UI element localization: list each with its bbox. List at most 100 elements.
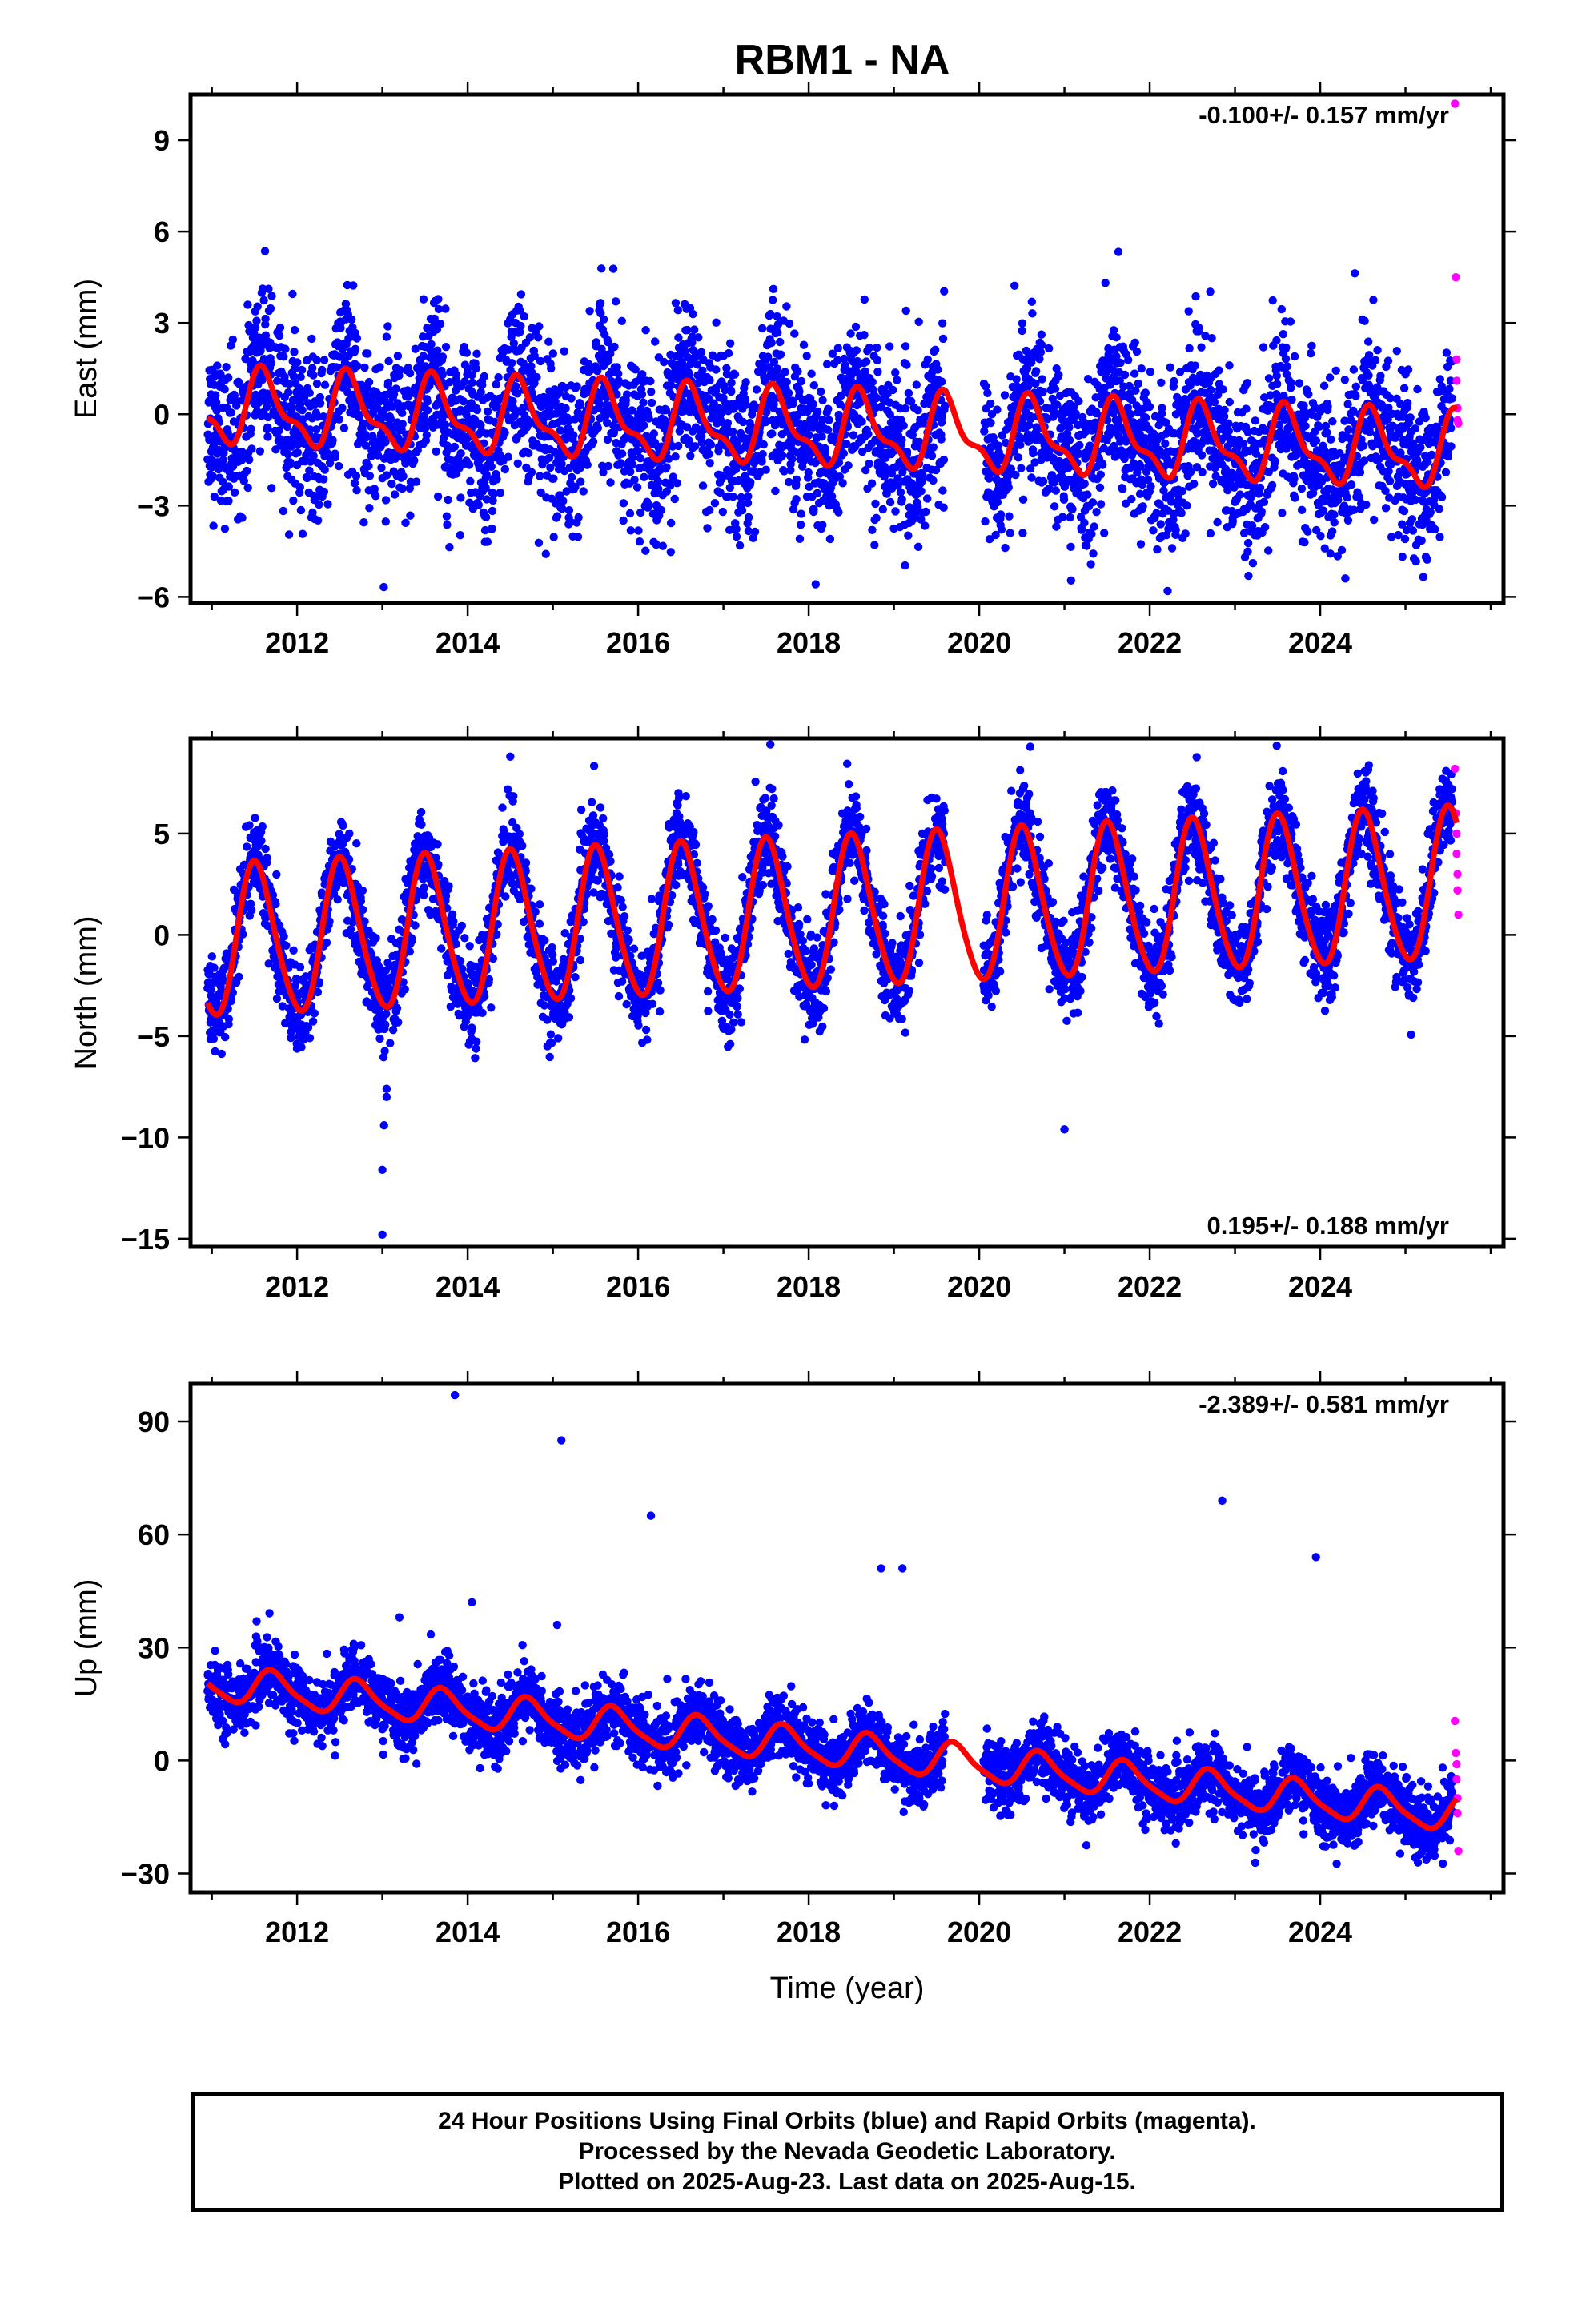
data-point: [673, 479, 681, 488]
data-point: [1295, 379, 1304, 388]
data-point: [561, 404, 570, 413]
data-point: [653, 477, 663, 486]
data-point: [698, 481, 708, 490]
data-point: [1028, 309, 1037, 318]
data-point: [1110, 441, 1118, 451]
data-point: [1441, 468, 1451, 476]
data-point: [710, 499, 720, 508]
data-point: [567, 394, 576, 403]
data-point: [492, 475, 501, 484]
data-point: [1259, 497, 1269, 506]
data-point: [797, 509, 805, 518]
data-point: [535, 322, 544, 331]
data-point: [456, 449, 465, 458]
data-point: [1442, 348, 1452, 357]
data-point: [762, 408, 771, 416]
data-point: [1360, 316, 1369, 325]
data-point: [1038, 340, 1046, 350]
data-point: [1086, 560, 1095, 569]
data-point: [818, 396, 827, 404]
data-point: [351, 344, 360, 353]
data-point: [209, 521, 218, 530]
data-point: [690, 325, 699, 334]
data-point: [1181, 529, 1190, 538]
data-point: [1166, 363, 1174, 372]
data-point: [1282, 343, 1291, 352]
data-point: [741, 378, 750, 387]
data-point: [1349, 365, 1359, 374]
data-point: [913, 502, 922, 511]
data-point: [1195, 323, 1203, 332]
data-point: [1351, 382, 1361, 391]
data-point: [1087, 529, 1096, 538]
data-point: [320, 380, 330, 389]
data-point: [1126, 410, 1135, 419]
data-point: [730, 370, 740, 379]
data-point: [425, 381, 434, 390]
data-point: [1426, 508, 1435, 517]
data-point: [1364, 371, 1373, 380]
data-point: [604, 356, 613, 364]
data-point: [211, 398, 221, 407]
data-point: [1359, 376, 1368, 385]
data-point: [1054, 370, 1063, 380]
data-point: [386, 415, 396, 424]
data-point: [725, 483, 734, 493]
data-point: [651, 337, 660, 346]
data-point: [986, 418, 995, 428]
data-point: [1407, 515, 1417, 524]
data-point: [276, 435, 285, 444]
data-point: [1437, 493, 1447, 501]
data-point: [573, 533, 583, 541]
data-point: [682, 423, 692, 432]
data-point: [1447, 442, 1456, 451]
data-point: [769, 296, 777, 304]
data-point: [556, 426, 565, 435]
data-point: [617, 449, 627, 458]
data-point: [549, 474, 558, 483]
data-point: [483, 537, 492, 546]
data-point: [1271, 456, 1279, 465]
data-point: [267, 359, 276, 368]
data-point: [339, 424, 349, 432]
data-point: [468, 371, 476, 380]
data-point: [717, 474, 726, 484]
data-point: [534, 538, 544, 547]
data-point: [1143, 475, 1153, 485]
data-point: [259, 296, 268, 305]
data-point: [401, 518, 410, 527]
data-point: [423, 397, 432, 406]
data-point: [1244, 571, 1253, 581]
data-point: [1281, 354, 1291, 364]
data-point: [1122, 499, 1130, 508]
data-point: [727, 378, 736, 388]
data-point: [305, 388, 314, 397]
data-point: [799, 340, 809, 349]
data-point: [1090, 522, 1098, 531]
final-orbit-points: [203, 247, 1457, 596]
data-point: [1373, 346, 1382, 355]
plot-area: [203, 99, 1463, 596]
data-point: [1080, 479, 1089, 489]
data-point: [260, 247, 270, 255]
data-point: [610, 342, 619, 352]
data-point: [985, 474, 994, 483]
data-point: [588, 437, 598, 446]
data-point: [646, 376, 655, 386]
data-point: [1159, 486, 1168, 495]
data-point: [1279, 330, 1288, 339]
data-point: [1257, 507, 1266, 516]
data-point: [599, 468, 608, 476]
data-point: [1406, 413, 1415, 422]
data-point: [1136, 540, 1146, 549]
data-point: [488, 506, 497, 516]
data-point: [889, 385, 897, 395]
data-point: [1138, 480, 1147, 489]
data-point: [1192, 463, 1202, 472]
data-point: [773, 364, 782, 373]
data-point: [1130, 369, 1139, 378]
data-point: [709, 399, 718, 408]
data-point: [901, 404, 910, 413]
data-point: [1328, 417, 1337, 426]
data-point: [405, 368, 415, 378]
